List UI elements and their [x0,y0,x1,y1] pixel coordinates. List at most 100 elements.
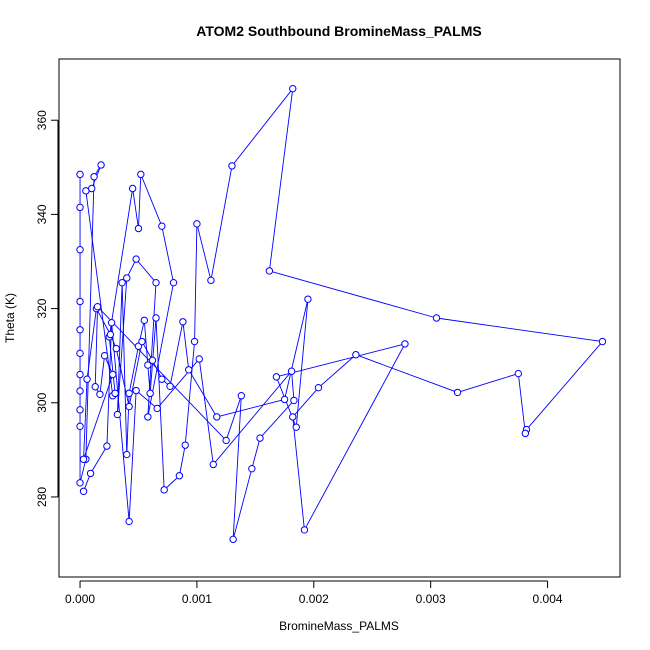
data-point [118,278,126,287]
series-segment [108,188,134,337]
series-segment [132,188,139,229]
data-point [179,318,187,326]
data-point [79,455,88,463]
y-tick-label: 280 [35,487,49,507]
data-point [160,486,168,494]
data-point [153,404,161,413]
series-segment [259,400,295,439]
data-point [287,367,296,375]
series-segment [149,317,157,394]
data-point [256,434,264,442]
series-segment [276,343,406,378]
series-segment [79,459,87,483]
data-point [289,84,297,93]
series-segment [128,346,139,394]
data-point [152,278,160,287]
series-segment [83,374,114,460]
data-point [96,390,104,398]
data-point [86,469,95,478]
data-point [401,340,409,348]
series-segment [216,399,285,418]
y-tick-label: 320 [35,298,49,318]
data-point [152,314,160,322]
data-point [453,388,462,397]
data-point [123,274,131,282]
series-segment [94,306,99,387]
series-segment [526,341,603,430]
series-segment [210,165,233,281]
series-segment [116,277,128,415]
data-point [76,422,84,431]
series-segment [517,373,526,434]
data-point [76,170,84,179]
data-point [521,429,530,438]
data-point [82,187,90,195]
series-segment [135,390,158,409]
series-segment [178,445,186,476]
data-point [144,413,152,421]
series-segment [97,306,227,441]
series-segment [90,445,108,474]
x-tick-label: 0.001 [182,592,212,606]
data-point [209,460,217,469]
data-point [134,224,143,233]
data-point [148,356,157,365]
series-segment [128,390,137,522]
data-point [169,278,178,287]
data-point [113,410,122,419]
data-point [314,383,323,392]
data-point [106,330,115,339]
series-segment [232,468,253,540]
series-segment [86,308,97,380]
data-point [140,316,149,325]
data-point [222,436,230,445]
chart-title: ATOM2 Southbound BromineMass_PALMS [196,23,481,39]
series-segment [355,354,458,393]
series-segment [251,437,261,469]
data-point [175,472,184,480]
series-segment [138,174,142,229]
series-segment [85,190,114,396]
data-point [79,487,88,495]
series-segment [111,322,130,522]
series-segment [108,336,116,394]
data-point [598,337,607,346]
data-point [300,526,309,534]
data-point [514,369,523,378]
data-point [228,162,236,170]
x-axis: 0.000 0.001 0.002 0.003 0.004 [65,580,563,606]
data-point [103,442,111,450]
data-point [207,276,215,285]
series-segment [292,416,305,530]
data-point [83,375,91,383]
y-tick-label: 360 [35,110,49,130]
series-segment [155,317,165,490]
series-segment [96,308,111,335]
series-segment [121,282,128,455]
series-segment [212,370,292,465]
series-segment [196,223,212,281]
series-segment [99,355,106,395]
y-axis: 280 300 320 340 360 [35,110,59,507]
data-point [76,203,84,212]
series-segment [194,223,198,342]
series-segment [106,322,113,447]
data-point [432,314,441,322]
series-points [76,84,607,544]
data-point [272,373,281,381]
data-point [304,295,312,303]
series-segment [161,226,174,283]
data-point [91,383,99,391]
data-point [158,375,166,383]
data-point [158,222,166,230]
series-segment [232,395,242,540]
series-segment [140,174,163,227]
y-tick-label: 300 [35,392,49,412]
data-point [290,396,298,405]
data-point [132,255,140,263]
data-point [76,479,84,487]
data-point [248,464,256,473]
series-segment [169,321,184,387]
series-segment [182,321,190,370]
